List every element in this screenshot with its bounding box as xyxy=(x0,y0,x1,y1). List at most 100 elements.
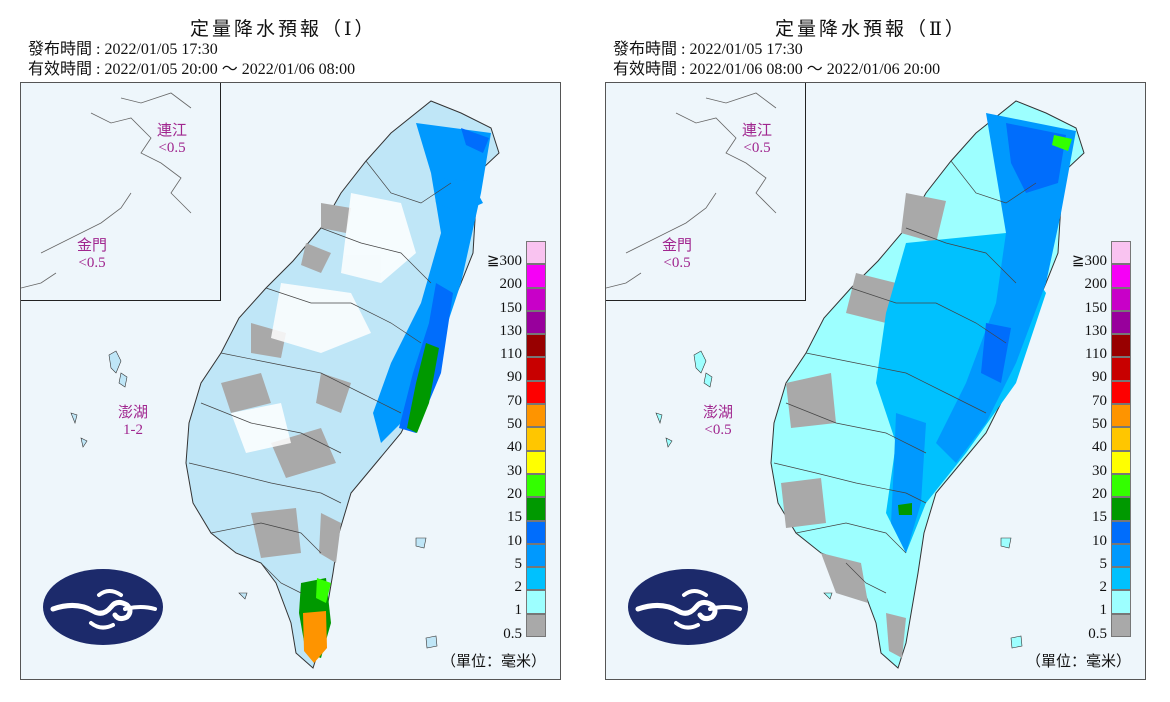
legend-label: 2 xyxy=(514,579,523,596)
rain-legend: ≧300 200 150 130 110 90 70 50 40 30 20 15 10 5 2 1 0.5 xyxy=(1071,241,1133,642)
legend-row: 10 xyxy=(488,520,548,549)
rain-east-band xyxy=(373,123,491,443)
rain-south-tip xyxy=(299,578,331,663)
lienchiang-value: <0.5 xyxy=(158,140,186,156)
rain-none-area xyxy=(231,193,416,453)
lienchiang-name: 連江 xyxy=(157,123,188,139)
lienchiang-value: <0.5 xyxy=(743,140,771,156)
inset-coastline xyxy=(21,92,192,289)
valid-time: 有效時間 : 2022/01/06 08:00 ～ 2022/01/06 20:… xyxy=(613,61,941,78)
legend-swatch xyxy=(526,473,546,498)
legend-row: 30 xyxy=(488,450,548,479)
legend-row: 1 xyxy=(488,590,548,618)
legend-label: 90 xyxy=(507,369,522,386)
rain-legend: ≧300 200 150 130 110 90 70 50 40 30 20 15 10 5 2 1 0.5 xyxy=(486,241,548,642)
legend-swatch xyxy=(1111,310,1131,335)
unit-label: （單位：毫米） xyxy=(1025,654,1131,670)
legend-row: 50 xyxy=(1073,404,1133,432)
legend-label: 130 xyxy=(499,322,523,339)
legend-swatch xyxy=(526,287,546,311)
legend-row: 30 xyxy=(1073,450,1133,479)
legend-label: 1 xyxy=(1099,602,1108,619)
legend-swatch xyxy=(526,310,546,335)
legend-row: 5 xyxy=(488,543,548,572)
legend-label: 200 xyxy=(1084,276,1108,293)
legend-row: 70 xyxy=(1073,380,1133,409)
kinmen-value: <0.5 xyxy=(663,255,691,271)
legend-row: 0.5 xyxy=(1073,613,1133,642)
qpf-panel-1: 定量降水預報（Ⅰ） 發布時間 : 2022/01/05 17:30 有效時間 :… xyxy=(0,0,561,702)
inset-box xyxy=(21,83,221,301)
legend-label: 150 xyxy=(499,299,523,316)
legend-label: 40 xyxy=(507,439,522,456)
legend-swatch xyxy=(1111,404,1131,428)
legend-swatch xyxy=(1111,334,1131,358)
legend-label: 30 xyxy=(507,462,522,479)
legend-swatch xyxy=(526,380,546,405)
penghu-name: 澎湖 xyxy=(118,405,149,421)
legend-label: 90 xyxy=(1092,369,1107,386)
legend-row: 5 xyxy=(1073,543,1133,572)
rain-map: 連江 <0.5 金門 <0.5 澎湖 <0.5 ≧300 200 150 130 110… xyxy=(605,82,1146,680)
legend-swatch xyxy=(1111,567,1131,591)
lienchiang-label: 連江 <0.5 xyxy=(742,123,772,157)
legend-row: 20 xyxy=(488,473,548,502)
legend-label: 30 xyxy=(1092,462,1107,479)
inset-box xyxy=(606,83,806,301)
legend-row: 40 xyxy=(488,427,548,455)
legend-swatch xyxy=(1111,473,1131,498)
lienchiang-label: 連江 <0.5 xyxy=(157,123,187,157)
taiwan-rain-map-2 xyxy=(606,92,1085,669)
legend-row: 15 xyxy=(488,497,548,525)
legend-row: 2 xyxy=(488,567,548,595)
legend-swatch xyxy=(1111,543,1131,568)
legend-swatch xyxy=(1111,241,1131,265)
legend-label: 10 xyxy=(1092,532,1107,549)
legend-label: 110 xyxy=(1085,346,1107,363)
cwb-logo-icon xyxy=(628,569,748,645)
penghu-value: <0.5 xyxy=(704,422,732,438)
legend-label: ≧300 xyxy=(1071,253,1107,269)
legend-row: 2 xyxy=(1073,567,1133,595)
unit-label: （單位：毫米） xyxy=(440,654,546,670)
legend-label: 5 xyxy=(1099,555,1108,572)
legend-label: 0.5 xyxy=(1088,625,1107,642)
legend-row: 15 xyxy=(1073,497,1133,525)
legend-swatch xyxy=(526,450,546,474)
legend-label: 130 xyxy=(1084,322,1108,339)
penghu-label: 澎湖 1-2 xyxy=(118,405,148,439)
legend-swatch xyxy=(1111,497,1131,521)
legend-swatch xyxy=(526,334,546,358)
legend-row: 110 xyxy=(488,334,548,362)
cwb-logo-icon xyxy=(43,569,163,645)
legend-label: 70 xyxy=(507,392,522,409)
legend-row: 90 xyxy=(1073,357,1133,385)
legend-swatch xyxy=(1111,590,1131,614)
legend-row: 70 xyxy=(488,380,548,409)
legend-row: 130 xyxy=(488,310,548,339)
legend-label: 150 xyxy=(1084,299,1108,316)
legend-label: 200 xyxy=(499,276,523,293)
legend-label: 20 xyxy=(1092,485,1107,502)
legend-label: ≧300 xyxy=(486,253,522,269)
legend-row: 50 xyxy=(488,404,548,432)
legend-row: 1 xyxy=(1073,590,1133,618)
valid-time: 有效時間 : 2022/01/05 20:00 ～ 2022/01/06 08:… xyxy=(28,61,356,78)
legend-label: 50 xyxy=(507,416,522,433)
rain-20-spot xyxy=(898,135,1072,515)
legend-row: 200 xyxy=(488,264,548,292)
legend-swatch xyxy=(1111,520,1131,544)
legend-swatch xyxy=(526,567,546,591)
legend-row: 10 xyxy=(1073,520,1133,549)
legend-row: 40 xyxy=(1073,427,1133,455)
panel-title: 定量降水預報（Ⅰ） xyxy=(190,19,377,40)
inset-coastline xyxy=(606,92,777,289)
rain-map: 連江 <0.5 金門 <0.5 澎湖 1-2 ≧300 200 150 130 110 9… xyxy=(20,82,561,680)
legend-row: 130 xyxy=(1073,310,1133,339)
legend-swatch xyxy=(526,520,546,544)
legend-row: 150 xyxy=(1073,287,1133,316)
issue-time: 發布時間 : 2022/01/05 17:30 xyxy=(613,41,803,58)
legend-label: 5 xyxy=(514,555,523,572)
kinmen-name: 金門 xyxy=(662,238,693,254)
legend-swatch xyxy=(1111,450,1131,474)
